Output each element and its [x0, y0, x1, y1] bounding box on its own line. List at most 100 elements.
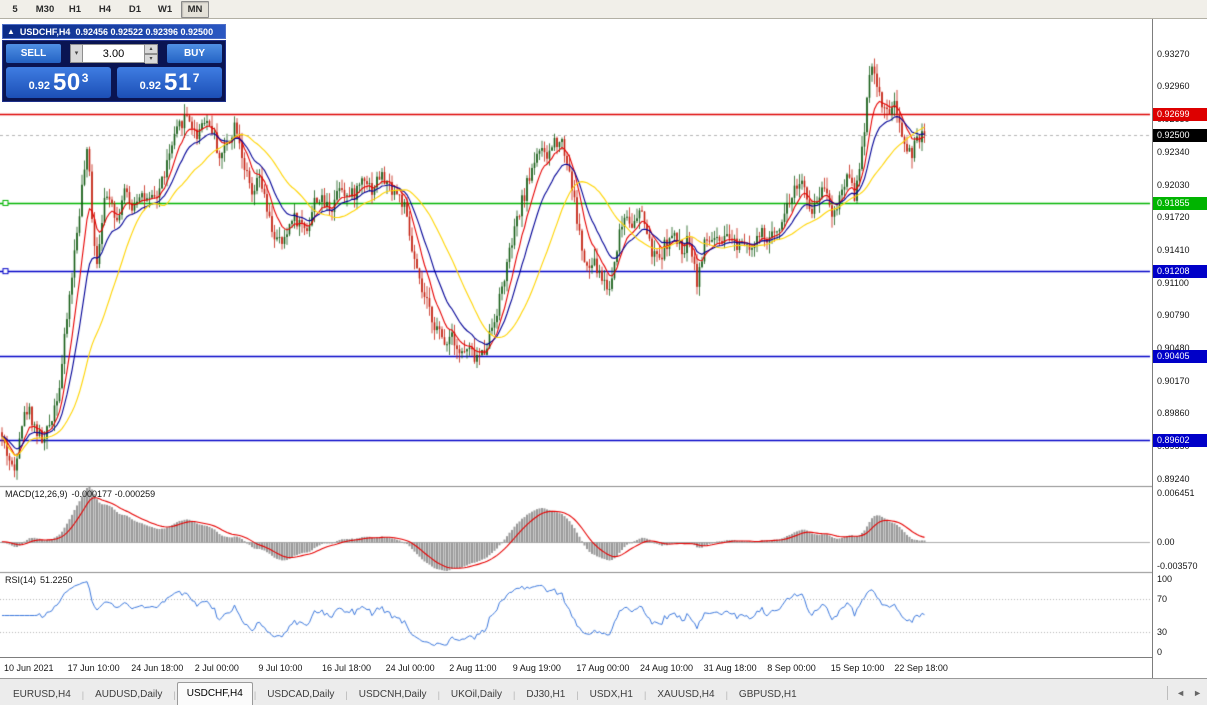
price-axis-tick: 0.90790 [1157, 310, 1190, 320]
volume-decrease-button[interactable]: ▾ [145, 54, 158, 64]
candlestick-chart-canvas[interactable] [0, 19, 1152, 657]
price-axis-tick: 0.89240 [1157, 474, 1190, 484]
time-axis-label: 24 Jun 18:00 [131, 663, 184, 673]
tab-ukoil-daily[interactable]: UKOil,Daily [450, 689, 503, 700]
rsi-name: RSI(14) [5, 575, 37, 585]
price-axis-tick: 0.92960 [1157, 81, 1190, 91]
time-axis-label: 2 Aug 11:00 [449, 663, 497, 673]
tab-separator: | [345, 690, 348, 700]
sell-price-pips: 50 [53, 68, 81, 96]
macd-values: -0.000177 -0.000259 [71, 489, 156, 499]
tab-usdcad-daily[interactable]: USDCAD,Daily [267, 689, 335, 700]
macd-scale-bottom: -0.003570 [1157, 561, 1198, 571]
tab-gbpusd-h1[interactable]: GBPUSD,H1 [738, 689, 797, 700]
tab-separator: | [437, 690, 440, 700]
timeframe-button-h1[interactable]: H1 [68, 3, 82, 15]
tab-separator: | [725, 690, 728, 700]
time-axis-label: 17 Jun 10:00 [67, 663, 120, 673]
price-axis-tick: 0.92340 [1157, 147, 1190, 157]
chart-ohlc-values: 0.92456 0.92522 0.92396 0.92500 [75, 26, 214, 37]
price-axis-tick: 0.91720 [1157, 212, 1190, 222]
hline-price-tag: 0.92699 [1153, 108, 1207, 121]
chart-tabs: EURUSD,H4 | AUDUSD,Daily | USDCHF,H4 | USDCAD,… [3, 682, 807, 705]
time-axis-label: 2 Jul 00:00 [194, 663, 239, 673]
price-axis-tick: 0.91100 [1157, 278, 1189, 288]
volume-dropdown-button[interactable]: ▾ [70, 44, 83, 63]
tab-separator: | [643, 690, 647, 700]
sell-price-prefix: 0.92 [28, 79, 51, 92]
tabs-navigation: ◄ ► [1167, 686, 1202, 700]
hline-price-tag: 0.91855 [1153, 197, 1207, 210]
timeframe-button-d1[interactable]: D1 [128, 3, 142, 15]
chart-symbol-period: USDCHF,H4 [19, 26, 71, 37]
hline-price-tag: 0.89602 [1153, 434, 1207, 447]
tab-usdchf-h4[interactable]: USDCHF,H4 [176, 682, 253, 705]
time-axis-label: 24 Aug 10:00 [640, 663, 694, 673]
macd-indicator-label: MACD(12,26,9) -0.000177 -0.000259 [5, 489, 159, 499]
tab-audusd-daily[interactable]: AUDUSD,Daily [95, 689, 163, 700]
rsi-scale-level: 100 [1157, 574, 1173, 584]
price-axis-tick: 0.91410 [1157, 245, 1190, 255]
price-axis-tick: 0.93270 [1157, 49, 1190, 59]
timeframe-button-w1[interactable]: W1 [157, 3, 173, 15]
tab-dj30-h1[interactable]: DJ30,H1 [526, 689, 566, 700]
price-axis-tick: 0.92030 [1157, 180, 1190, 190]
tab-usdx-h1[interactable]: USDX,H1 [589, 689, 633, 700]
time-axis-label: 10 Jun 2021 [4, 663, 54, 673]
time-axis-label: 9 Aug 19:00 [512, 663, 561, 673]
time-axis-label: 22 Sep 18:00 [894, 663, 948, 673]
tab-usdcnh-daily[interactable]: USDCNH,Daily [358, 689, 427, 700]
buy-price-pips: 51 [164, 68, 192, 96]
time-axis-label: 17 Aug 00:00 [576, 663, 630, 673]
buy-price-prefix: 0.92 [139, 79, 162, 92]
tab-eurusd-h4[interactable]: EURUSD,H4 [13, 689, 71, 700]
chart-title-bar[interactable]: ▲ USDCHF,H4 0.92456 0.92522 0.92396 0.92… [2, 24, 226, 39]
chart-window-icon: ▲ [7, 27, 15, 36]
time-axis-label: 16 Jul 18:00 [322, 663, 372, 673]
volume-increase-button[interactable]: ▴ [145, 44, 158, 54]
buy-price-display[interactable]: 0.92 51 7 [117, 67, 222, 98]
macd-name: MACD(12,26,9) [5, 489, 68, 499]
current-price-tag: 0.92500 [1153, 129, 1207, 142]
hline-price-tag: 0.91208 [1153, 265, 1207, 278]
buy-price-point: 7 [192, 71, 200, 85]
rsi-indicator-label: RSI(14) 51.2250 [5, 575, 77, 585]
macd-scale-top: 0.006451 [1157, 488, 1195, 498]
sell-button[interactable]: SELL [6, 44, 61, 63]
time-axis-label: 15 Sep 10:00 [830, 663, 885, 673]
buy-button[interactable]: BUY [167, 44, 222, 63]
timeframe-button-5[interactable]: 5 [12, 3, 18, 15]
price-axis-tick: 0.90170 [1157, 376, 1190, 386]
tab-xauusd-h4[interactable]: XAUUSD,H4 [657, 689, 715, 700]
time-axis-label: 8 Sep 00:00 [767, 663, 816, 673]
macd-scale-zero: 0.00 [1157, 537, 1175, 547]
timeframe-button-h4[interactable]: H4 [98, 3, 112, 15]
timeframe-toolbar: 5 M30 H1 H4 D1 W1 MN [0, 0, 1207, 19]
hline-price-tag: 0.90405 [1153, 350, 1207, 363]
tab-separator: | [173, 690, 176, 700]
tab-separator: | [513, 690, 516, 700]
one-click-trading-panel: SELL ▾ ▴ ▾ BUY 0.92 50 3 0.92 51 7 [2, 40, 226, 102]
tab-separator: | [81, 690, 85, 700]
price-axis-tick: 0.89860 [1157, 408, 1190, 418]
price-axis-tick: 0.90480 [1157, 343, 1190, 353]
tabs-scroll-right-button[interactable]: ► [1193, 688, 1202, 698]
sell-price-display[interactable]: 0.92 50 3 [6, 67, 111, 98]
rsi-scale-level: 30 [1157, 627, 1168, 637]
rsi-scale-level: 70 [1157, 594, 1168, 604]
price-scale[interactable]: 0.932700.929600.926500.923400.920300.917… [1152, 19, 1207, 678]
time-scale[interactable]: 10 Jun 2021 17 Jun 10:00 24 Jun 18:00 2 Jul… [0, 657, 1152, 678]
timeframe-button-m30[interactable]: M30 [35, 3, 55, 15]
volume-input[interactable] [83, 44, 145, 63]
time-axis-label: 31 Aug 18:00 [703, 663, 757, 673]
tab-separator: | [253, 690, 257, 700]
tab-separator: | [576, 690, 579, 700]
sell-price-point: 3 [81, 71, 89, 85]
time-axis-label: 24 Jul 00:00 [385, 663, 435, 673]
timeframe-button-mn[interactable]: MN [181, 0, 209, 18]
chart-tabbar: EURUSD,H4 | AUDUSD,Daily | USDCHF,H4 | USDCAD,… [0, 678, 1207, 705]
rsi-scale-level: 0 [1157, 647, 1163, 657]
tabs-scroll-left-button[interactable]: ◄ [1176, 688, 1186, 698]
time-axis-label: 9 Jul 10:00 [258, 663, 303, 673]
rsi-value: 51.2250 [40, 575, 73, 585]
